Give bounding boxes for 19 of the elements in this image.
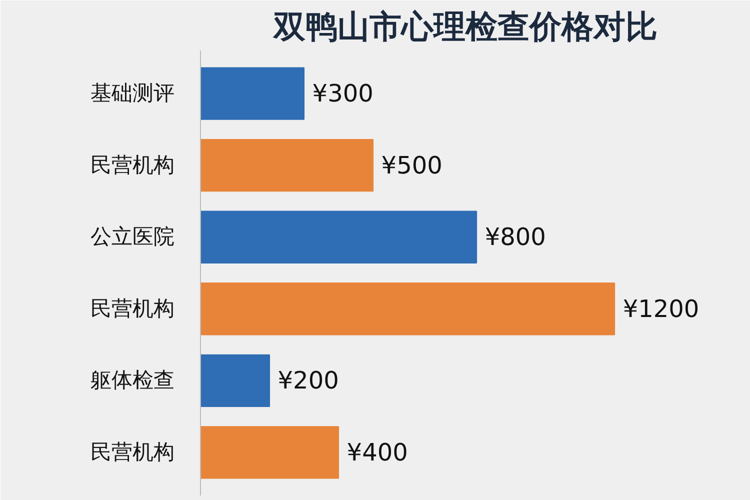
data-label: ¥500 [381, 151, 442, 180]
bar [200, 210, 478, 264]
y-tick-label: 民营机构 [90, 297, 174, 320]
data-label: ¥800 [484, 223, 546, 252]
bar [200, 282, 616, 336]
y-tick-label: 民营机构 [90, 440, 174, 464]
data-label: ¥200 [278, 366, 339, 395]
bar [200, 354, 270, 407]
data-label: ¥400 [346, 438, 408, 466]
bar [200, 139, 374, 192]
data-label: ¥1200 [622, 294, 700, 323]
y-tick-label: 民营机构 [90, 154, 174, 177]
y-tick-label: 公立医院 [90, 226, 174, 249]
chart-title: 双鸭山市心理检查价格对比 [272, 8, 658, 46]
y-tick-label: 基础测评 [90, 82, 174, 106]
bar [200, 426, 340, 479]
data-label: ¥300 [312, 80, 374, 108]
y-tick-label: 躯体检查 [90, 369, 174, 392]
bar [200, 67, 305, 120]
